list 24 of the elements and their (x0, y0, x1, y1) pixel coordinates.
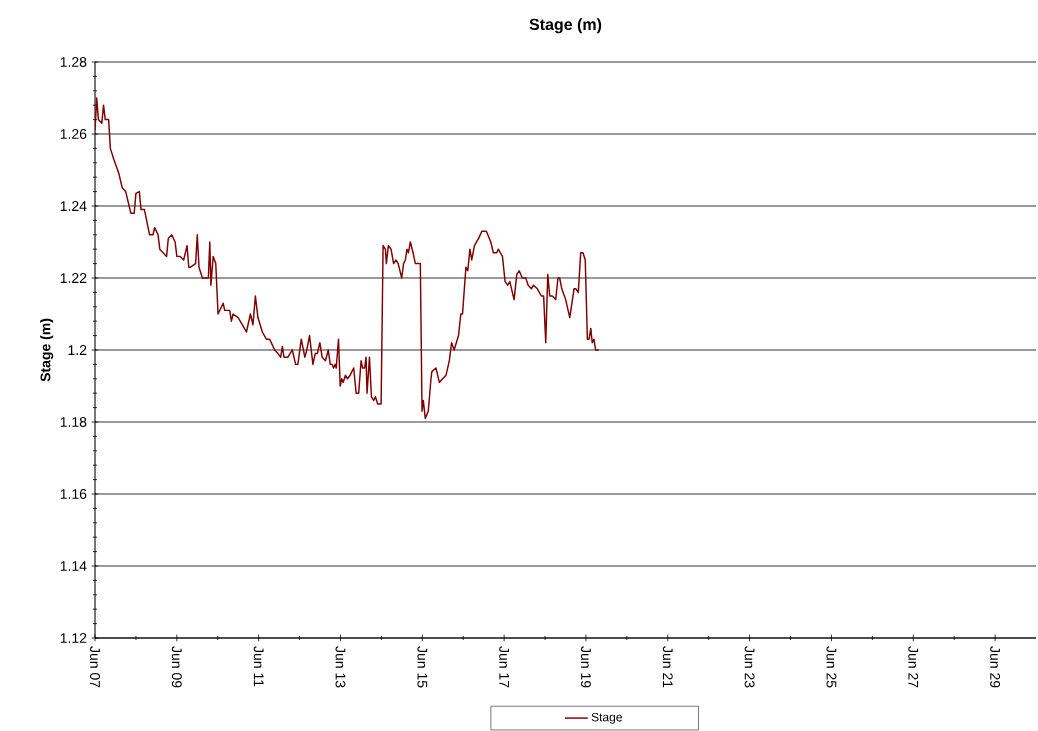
y-tick-label: 1.26 (60, 129, 87, 139)
x-tick-label: Jun 27 (908, 646, 919, 688)
y-tick-label: 1.22 (60, 273, 87, 283)
y-tick-label: 1.14 (60, 561, 87, 571)
x-tick-label: Jun 13 (335, 646, 346, 688)
x-tick-label: Jun 11 (253, 646, 264, 687)
x-tick-label: Jun 15 (417, 646, 428, 688)
x-tick-label: Jun 29 (990, 646, 1001, 688)
x-tick-label: Jun 09 (171, 646, 182, 688)
x-tick-label: Jun 07 (90, 646, 100, 688)
y-tick-label: 1.24 (60, 201, 87, 211)
y-tick-label: 1.2 (68, 345, 87, 355)
x-tick-label: Jun 25 (826, 646, 837, 688)
y-axis-title: Stage (m) (40, 318, 54, 382)
x-tick-label: Jun 19 (581, 646, 591, 688)
y-tick-label: 1.18 (60, 417, 87, 427)
y-tick-label: 1.16 (60, 489, 87, 499)
y-tick-label: 1.28 (60, 57, 87, 67)
x-tick-label: Jun 17 (499, 646, 510, 688)
x-tick-label: Jun 23 (744, 646, 755, 688)
legend-label: Stage (591, 712, 622, 724)
y-tick-label: 1.12 (60, 633, 87, 643)
chart-title: Stage (m) (529, 18, 602, 34)
x-tick-label: Jun 21 (662, 646, 673, 688)
